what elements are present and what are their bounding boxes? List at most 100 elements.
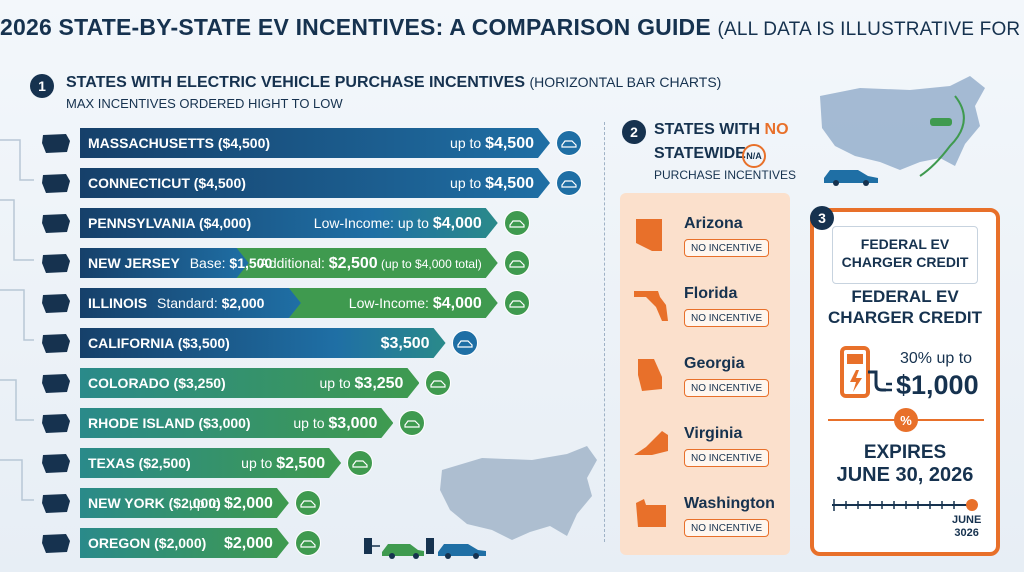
federal-credit-head: FEDERAL EV CHARGER CREDIT [832, 226, 978, 284]
bar-label-state: CALIFORNIA ($3,500) [88, 335, 230, 351]
section1-subtitle: MAX INCENTIVES ORDERED HIGHT TO LOW [66, 96, 343, 111]
bar-value-amount: $4,000 [432, 215, 482, 232]
bar-value-amount: $2,000 [223, 495, 273, 512]
no-incentive-state: Washington NO INCENTIVE [620, 483, 790, 553]
title-note: (ALL DATA IS ILLUSTRATIVE FOR 2026) [717, 19, 1024, 40]
section2-subtitle: PURCHASE INCENTIVES [654, 168, 797, 182]
bar-value-amount: $2,500 [328, 255, 378, 272]
bar-label-state: OREGON ($2,000) [88, 535, 207, 551]
bar-value-prefix: Low-Income: up to [313, 215, 433, 231]
bar-label-state: NEW YORK ($2,000) [88, 495, 221, 511]
car-icon [503, 210, 530, 236]
bar-label-extra-value: $2,000 [221, 295, 265, 311]
bar-value: $2,000 [224, 535, 273, 553]
timeline-end: JUNE 3026 [952, 514, 981, 540]
federal-credit-box: FEDERAL EV CHARGER CREDIT FEDERAL EV CHA… [810, 208, 1000, 556]
bar-row: MASSACHUSETTS ($4,500) up to $4,500 [0, 126, 600, 160]
bar-value: up to $3,000 [293, 415, 377, 433]
bar-label-state: PENNSYLVANIA ($4,000) [88, 215, 252, 231]
bar-value: up to $2,000 [189, 495, 273, 513]
bar-label-state: RHODE ISLAND ($3,000) [88, 415, 251, 431]
section-divider [604, 122, 605, 542]
no-incentive-tag: NO INCENTIVE [684, 309, 770, 327]
bar-label: OREGON ($2,000) [88, 535, 206, 551]
car-icon [824, 170, 878, 186]
state-shape-icon [42, 494, 70, 513]
car-icon [347, 450, 374, 476]
state-shape-icon [634, 291, 668, 321]
bar-value: $3,500 [381, 335, 430, 353]
section1-title: STATES WITH ELECTRIC VEHICLE PURCHASE IN… [66, 74, 721, 92]
bar [80, 328, 446, 358]
car-icon [451, 330, 478, 356]
section1-number: 1 [30, 74, 54, 98]
bar [80, 368, 419, 398]
car-icon [503, 250, 530, 276]
no-incentive-state: Arizona NO INCENTIVE [620, 203, 790, 273]
no-incentive-tag: NO INCENTIVE [684, 239, 770, 257]
bar-value-prefix: up to [319, 375, 355, 391]
car-icon [294, 530, 321, 556]
state-shape-icon [42, 294, 70, 313]
bar-label-extra: Base: [185, 255, 230, 271]
car-icon [930, 118, 952, 126]
no-incentive-tag: NO INCENTIVE [684, 449, 770, 467]
bar-value-amount: $2,500 [276, 455, 326, 472]
state-shape-icon [636, 219, 662, 251]
bar-value: Low-Income: $4,000 [349, 295, 482, 313]
bar-value-prefix: Low-Income: [348, 295, 433, 311]
no-incentive-state: Georgia NO INCENTIVE [620, 343, 790, 413]
bar-row: PENNSYLVANIA ($4,000) Low-Income: up to $… [0, 206, 600, 240]
circuit-decoration [0, 139, 34, 501]
section2-number: 2 [622, 120, 646, 144]
section2-title-line1: STATES WITH [654, 121, 765, 138]
state-shape-icon [42, 374, 70, 393]
bar-row: NEW JERSEY Base: $1,500 Additional: $2,50… [0, 246, 600, 280]
no-incentive-state-name: Georgia [684, 355, 745, 372]
bar [80, 528, 289, 558]
federal-credit-rate: 30% up to [900, 350, 973, 367]
bar-value-prefix: up to [450, 175, 486, 191]
no-incentive-state: Virginia NO INCENTIVE [620, 413, 790, 483]
bar-label: CONNECTICUT ($4,500) [88, 175, 246, 191]
no-incentive-tag: NO INCENTIVE [684, 519, 770, 537]
charger-icon [840, 346, 892, 398]
state-shape-icon [636, 499, 666, 527]
bar-label-state: MASSACHUSETTS ($4,500) [88, 135, 271, 151]
timeline-end-month: JUNE [952, 514, 982, 526]
bar-label-state: NEW JERSEY [88, 255, 180, 271]
bar-label-state: CONNECTICUT ($4,500) [88, 175, 246, 191]
car-icon [556, 170, 582, 196]
bar-segment-base [80, 248, 249, 278]
bar-row: CONNECTICUT ($4,500) up to $4,500 [0, 166, 600, 200]
bar-value-amount: $2,000 [223, 535, 273, 552]
section3-number: 3 [810, 206, 834, 230]
page-title: 2026 STATE-BY-STATE EV INCENTIVES: A COM… [0, 14, 1024, 41]
state-shape-icon [634, 431, 668, 455]
bar [80, 408, 393, 438]
bar-value: Low-Income: up to $4,000 [314, 215, 482, 233]
no-incentive-panel: Arizona NO INCENTIVE Florida NO INCENTIVE Ge… [620, 193, 790, 555]
title-main: 2026 STATE-BY-STATE EV INCENTIVES: A COM… [0, 14, 711, 40]
car-icon [425, 370, 452, 396]
no-incentive-state-name: Arizona [684, 215, 743, 232]
bar-segment-base [80, 288, 301, 318]
bar-label-extra-value: $1,500 [229, 255, 273, 271]
bar-label: NEW YORK ($2,000) [88, 495, 221, 511]
bar-label: TEXAS ($2,500) [88, 455, 191, 471]
na-badge: N/A [742, 144, 766, 168]
bar [80, 448, 341, 478]
no-incentive-state-name: Virginia [684, 425, 743, 442]
bar-value-amount: $4,500 [485, 135, 534, 152]
section1-title-main: STATES WITH ELECTRIC VEHICLE PURCHASE IN… [66, 74, 525, 91]
no-incentive-state-name: Florida [684, 285, 738, 302]
bar-label: PENNSYLVANIA ($4,000) [88, 215, 251, 231]
bar-value-amount: $4,000 [432, 295, 482, 312]
timeline-end-year: 3026 [954, 527, 979, 539]
federal-credit-amount: $1,000 [896, 370, 979, 400]
bar-label-state: COLORADO ($3,250) [88, 375, 226, 391]
bar-value-suffix: (up to $4,000 total) [377, 257, 482, 271]
bar-value-amount: $3,250 [354, 375, 404, 392]
cars-charging-icon [364, 538, 486, 559]
state-shape-icon [42, 254, 70, 273]
